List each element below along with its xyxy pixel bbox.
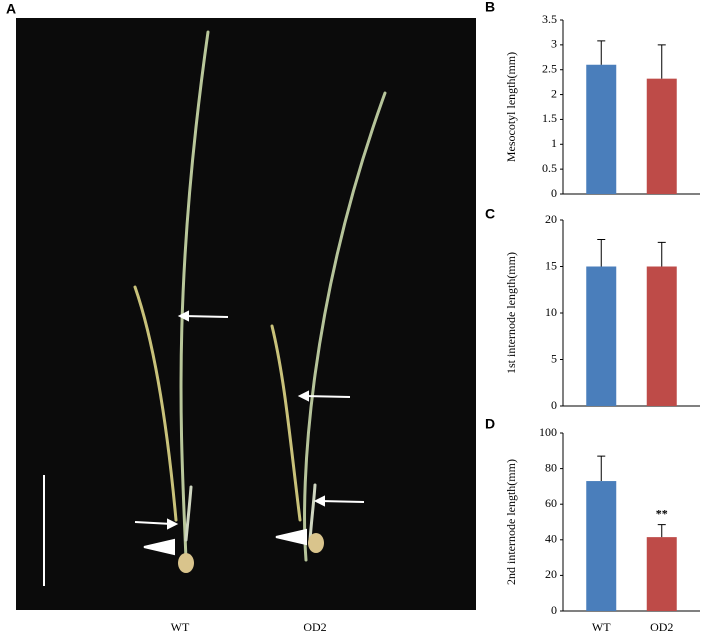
y-tick-label: 10: [545, 305, 557, 319]
y-tick-label: 0: [551, 603, 557, 617]
panel-label: D: [485, 416, 495, 432]
error-bar: [597, 40, 606, 65]
error-bar: [597, 239, 606, 267]
bar: [586, 266, 617, 406]
y-tick-label: 15: [545, 258, 557, 272]
y-tick-label: 5: [551, 351, 557, 365]
x-tick-label: WT: [592, 620, 611, 634]
panel-label: B: [485, 0, 495, 15]
y-tick-label: 0: [551, 398, 557, 412]
y-tick-label: 80: [545, 460, 557, 474]
y-axis-label: Mesocotyl length(mm): [504, 52, 518, 162]
annotation: **: [656, 506, 668, 520]
x-tick-label: OD2: [650, 620, 673, 634]
error-bar: [657, 44, 666, 79]
y-tick-label: 0: [551, 186, 557, 200]
y-tick-label: 1: [551, 136, 557, 150]
bar: [646, 266, 677, 406]
y-tick-label: 60: [545, 496, 557, 510]
y-tick-label: 40: [545, 532, 557, 546]
y-tick-label: 3.5: [542, 12, 557, 26]
photo-label: OD2: [303, 620, 326, 634]
y-tick-label: 100: [539, 425, 557, 439]
y-tick-label: 2: [551, 86, 557, 100]
error-bar: [597, 455, 606, 482]
panel-label: C: [485, 206, 495, 222]
y-axis-label: 1st internode length(mm): [504, 252, 518, 374]
bar: [646, 537, 677, 611]
y-axis-label: 2nd internode length(mm): [504, 459, 518, 585]
error-bar: [657, 241, 666, 267]
bar: [586, 481, 617, 611]
y-tick-label: 20: [545, 567, 557, 581]
photo-label: WT: [171, 620, 190, 634]
panel-label: A: [6, 1, 16, 17]
y-tick-label: 3: [551, 37, 557, 51]
bar: [586, 64, 617, 194]
y-tick-label: 0.5: [542, 161, 557, 175]
y-tick-label: 20: [545, 212, 557, 226]
y-tick-label: 2.5: [542, 61, 557, 75]
bar: [646, 78, 677, 194]
photo: [16, 18, 476, 610]
error-bar: [657, 524, 666, 538]
y-tick-label: 1.5: [542, 111, 557, 125]
